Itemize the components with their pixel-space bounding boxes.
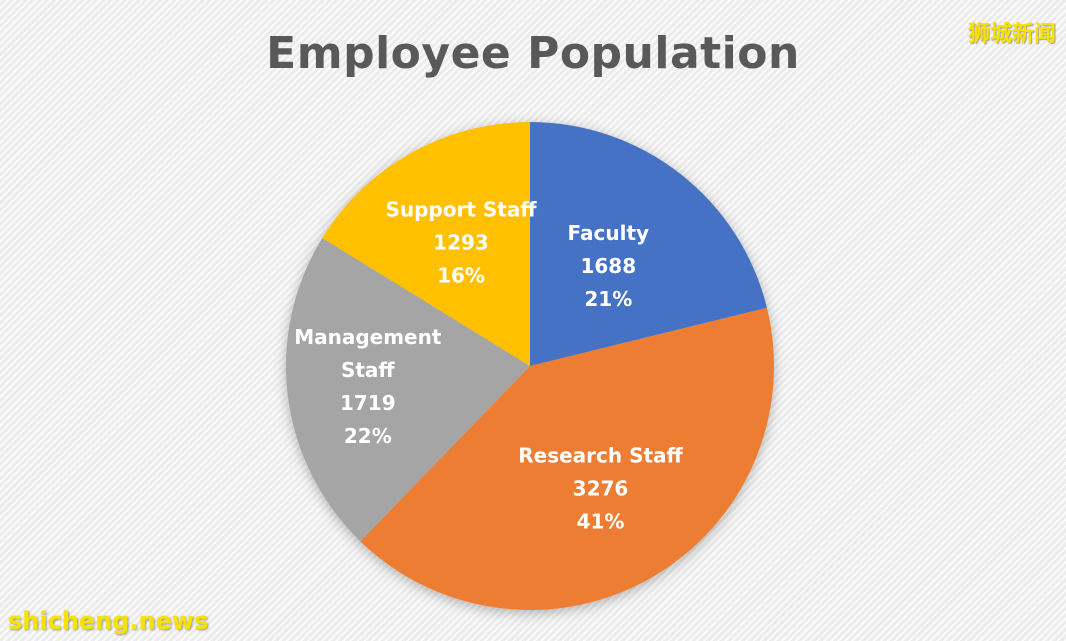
watermark-top-right: 狮城新闻 [967, 22, 1056, 47]
pie-slice-research-staff [360, 307, 775, 611]
pie-slice-support-staff [322, 122, 530, 366]
pie-slices [286, 122, 775, 611]
pie-slice-faculty [530, 122, 767, 366]
data-label-faculty: Faculty 1688 21% [568, 221, 650, 311]
chart-title: Employee Population [266, 28, 800, 79]
data-label-support-staff: Support Staff 1293 16% [385, 197, 537, 287]
pie-labels: Faculty 1688 21% Research Staff 3276 41% Manag… [294, 197, 683, 533]
data-label-management-staff: Management Staff 1719 22% [294, 325, 442, 448]
watermark-bottom-left: shicheng.news [8, 607, 209, 635]
pie-slice-management-staff [286, 238, 530, 542]
data-label-research-staff: Research Staff 3276 41% [518, 444, 683, 534]
